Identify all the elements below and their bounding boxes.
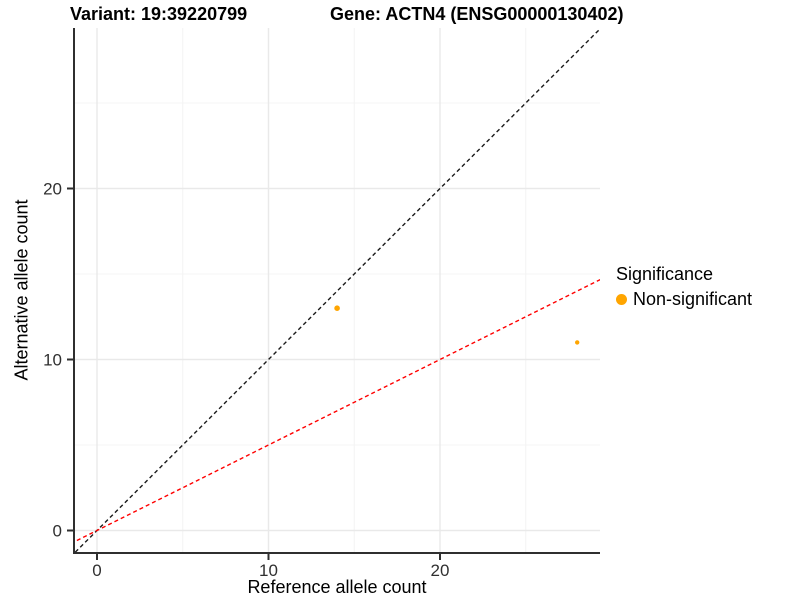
x-tick-label: 10 bbox=[259, 561, 278, 580]
x-tick-label: 0 bbox=[92, 561, 101, 580]
y-tick-label: 20 bbox=[43, 180, 62, 199]
data-point bbox=[334, 305, 340, 312]
y-tick-label: 0 bbox=[53, 522, 62, 541]
legend-item-non-significant: Non-significant bbox=[616, 289, 752, 310]
expected-ratio-line bbox=[74, 278, 600, 543]
legend-title: Significance bbox=[616, 264, 714, 284]
legend-point-icon bbox=[616, 294, 627, 305]
plot-title-gene: Gene: ACTN4 (ENSG00000130402) bbox=[330, 4, 624, 24]
data-point bbox=[575, 340, 580, 345]
identity-line bbox=[74, 28, 600, 553]
x-axis-title: Reference allele count bbox=[247, 577, 427, 597]
legend: Significance Non-significant bbox=[616, 264, 752, 310]
plot-title-variant: Variant: 19:39220799 bbox=[70, 4, 248, 24]
y-tick-label: 10 bbox=[43, 351, 62, 370]
legend-item-label: Non-significant bbox=[633, 289, 753, 309]
y-axis-title: Alternative allele count bbox=[11, 199, 32, 381]
x-tick-label: 20 bbox=[431, 561, 450, 580]
